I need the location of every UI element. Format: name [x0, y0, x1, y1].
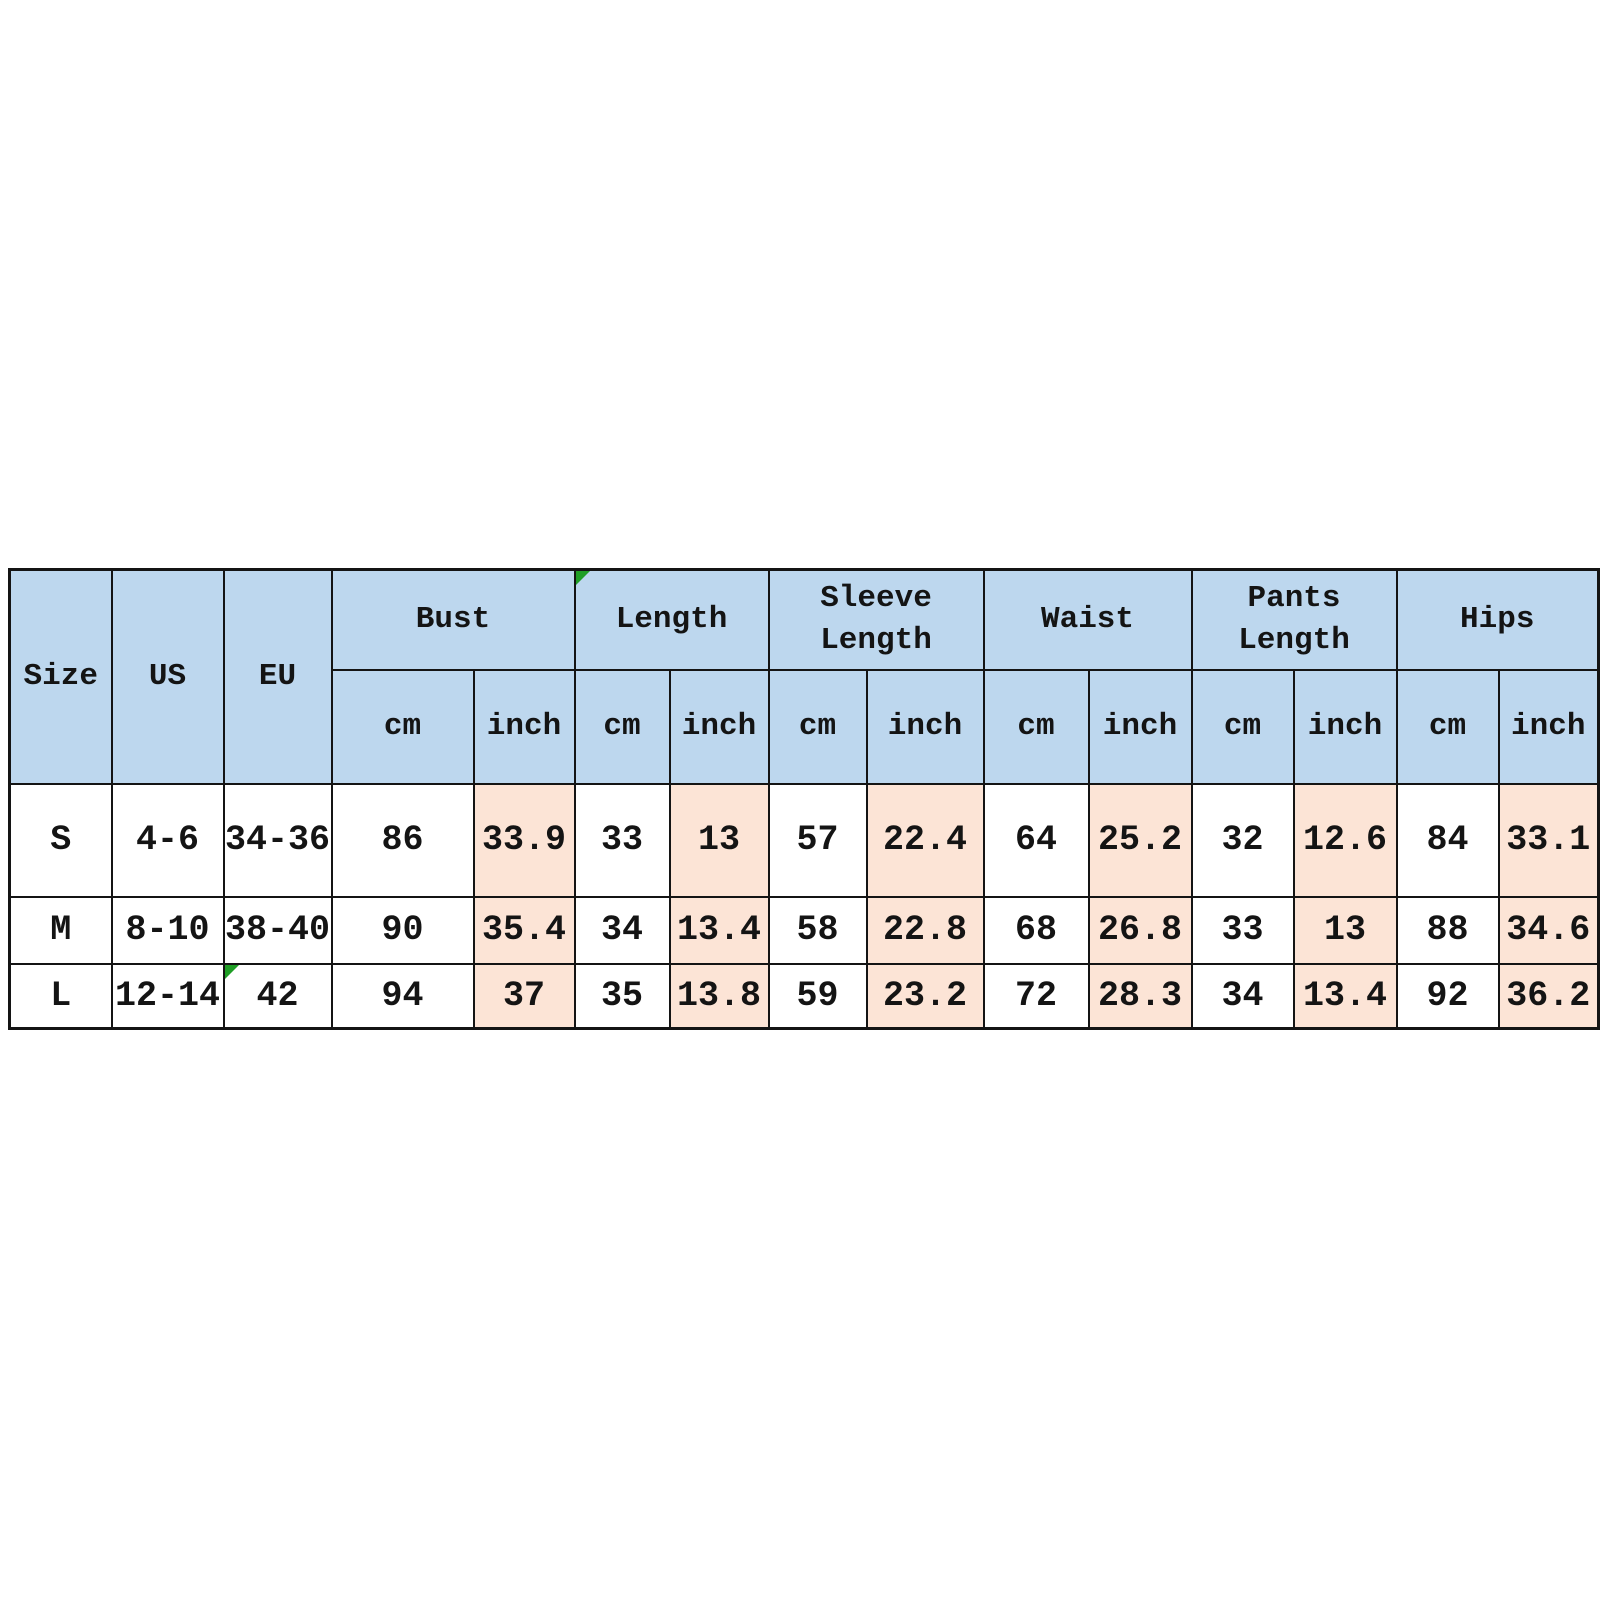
- size-chart-table: Size US EU Bust Length Sleeve Length Wai…: [8, 568, 1600, 1030]
- table-cell: 36.2: [1497, 962, 1600, 1030]
- table-cell: 33.1: [1497, 782, 1600, 898]
- table-cell: 90: [330, 895, 475, 965]
- unit-header: inch: [472, 668, 576, 785]
- table-cell: 34.6: [1497, 895, 1600, 965]
- error-marker-icon: [225, 965, 239, 979]
- table-cell: 13: [1292, 895, 1398, 965]
- group-header-sleeve-length: Sleeve Length: [767, 568, 985, 671]
- table-cell-value: 42: [256, 975, 299, 1016]
- table-cell: 26.8: [1087, 895, 1193, 965]
- unit-header: inch: [668, 668, 770, 785]
- column-header-eu: EU: [222, 568, 333, 785]
- table-cell: 34: [573, 895, 671, 965]
- table-cell: 94: [330, 962, 475, 1030]
- unit-header: cm: [767, 668, 868, 785]
- unit-header: cm: [1190, 668, 1295, 785]
- table-cell: 92: [1395, 962, 1500, 1030]
- table-cell: 13: [668, 782, 770, 898]
- unit-header: inch: [1087, 668, 1193, 785]
- table-cell: 13.4: [668, 895, 770, 965]
- size-row-m: M 8-10 38-40 90 35.4 34 13.4 58 22.8 68 …: [8, 895, 1600, 965]
- group-header-pants-length: Pants Length: [1190, 568, 1398, 671]
- table-cell: 38-40: [222, 895, 333, 965]
- table-cell: 84: [1395, 782, 1500, 898]
- unit-header: cm: [982, 668, 1090, 785]
- column-header-us: US: [110, 568, 225, 785]
- group-header-hips: Hips: [1395, 568, 1600, 671]
- column-header-size: Size: [8, 568, 113, 785]
- table-cell: 32: [1190, 782, 1295, 898]
- table-cell: 34: [1190, 962, 1295, 1030]
- table-cell: 8-10: [110, 895, 225, 965]
- table-cell: 12.6: [1292, 782, 1398, 898]
- table-cell: 28.3: [1087, 962, 1193, 1030]
- unit-header: cm: [573, 668, 671, 785]
- table-cell: 33.9: [472, 782, 576, 898]
- size-row-s: S 4-6 34-36 86 33.9 33 13 57 22.4 64 25.…: [8, 782, 1600, 898]
- table-cell: 57: [767, 782, 868, 898]
- table-cell: 64: [982, 782, 1090, 898]
- table-cell: 88: [1395, 895, 1500, 965]
- table-cell: 86: [330, 782, 475, 898]
- table-cell: 35: [573, 962, 671, 1030]
- table-cell: 72: [982, 962, 1090, 1030]
- unit-header-row: cm inch cm inch cm inch cm inch cm inch …: [10, 668, 1600, 785]
- table-cell: 42: [222, 962, 333, 1030]
- table-cell: 33: [573, 782, 671, 898]
- error-marker-icon: [576, 571, 590, 585]
- header-group-row: Size US EU Bust Length Sleeve Length Wai…: [8, 568, 1600, 785]
- size-label-cell: M: [8, 895, 113, 965]
- table-cell: 23.2: [865, 962, 985, 1030]
- table-cell: 13.4: [1292, 962, 1398, 1030]
- size-label-cell: L: [8, 962, 113, 1030]
- unit-header: cm: [330, 668, 475, 785]
- table-cell: 25.2: [1087, 782, 1193, 898]
- table-cell: 59: [767, 962, 868, 1030]
- table-cell: 22.8: [865, 895, 985, 965]
- table-cell: 12-14: [110, 962, 225, 1030]
- unit-header: inch: [1497, 668, 1600, 785]
- group-header-waist: Waist: [982, 568, 1193, 671]
- table-cell: 4-6: [110, 782, 225, 898]
- unit-header: inch: [865, 668, 985, 785]
- table-cell: 68: [982, 895, 1090, 965]
- table-cell: 13.8: [668, 962, 770, 1030]
- table-cell: 58: [767, 895, 868, 965]
- table-cell: 34-36: [222, 782, 333, 898]
- size-row-l: L 12-14 42 94 37 35 13.8 59 23.2 72 28.3…: [8, 962, 1600, 1030]
- group-header-label: Length: [615, 601, 728, 637]
- size-label-cell: S: [8, 782, 113, 898]
- group-header-bust: Bust: [330, 568, 576, 671]
- group-header-length: Length: [573, 568, 770, 671]
- table-cell: 37: [472, 962, 576, 1030]
- unit-header: cm: [1395, 668, 1500, 785]
- unit-header: inch: [1292, 668, 1398, 785]
- table-cell: 35.4: [472, 895, 576, 965]
- table-cell: 22.4: [865, 782, 985, 898]
- table-cell: 33: [1190, 895, 1295, 965]
